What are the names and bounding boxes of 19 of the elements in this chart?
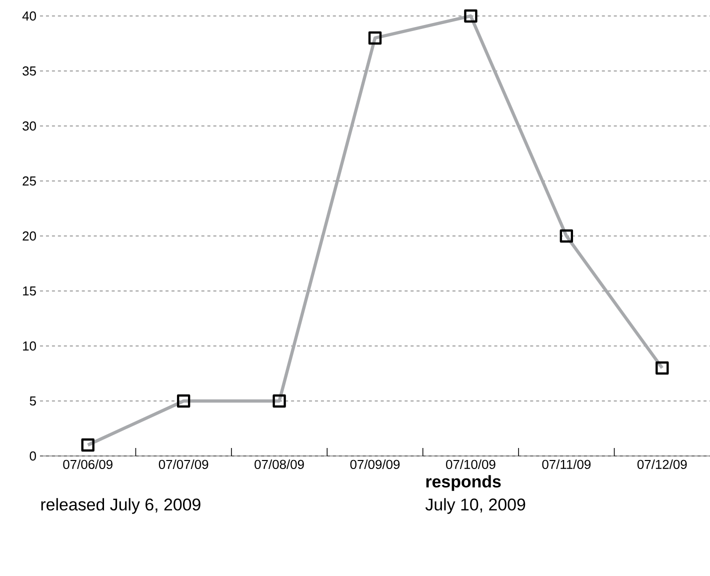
y-tick-label: 10	[23, 341, 36, 351]
text: July 10, 2009	[425, 498, 526, 514]
y-tick-label: 20	[22, 231, 36, 241]
text: released July 6, 2009	[41, 498, 200, 514]
y-tick-label: 40	[22, 11, 36, 21]
x-tick-label: 07/07/09	[158, 460, 208, 470]
y-tick-label: 35	[22, 66, 36, 76]
x-tick-label: 07/10/09	[446, 460, 496, 470]
text: responds	[426, 475, 501, 491]
x-tick-label: 07/08/09	[254, 460, 304, 470]
y-tick-label: 0	[30, 451, 36, 461]
y-tick-label: 30	[22, 121, 36, 131]
x-tick-label: 07/11/09	[542, 460, 591, 470]
x-tick-label: 07/06/09	[63, 460, 112, 470]
y-tick-label: 5	[30, 396, 36, 406]
x-tick-label: 07/09/09	[350, 460, 400, 470]
x-tick-label: 07/12/09	[637, 460, 687, 470]
y-tick-label: 25	[22, 176, 36, 186]
y-tick-label: 15	[23, 286, 36, 296]
